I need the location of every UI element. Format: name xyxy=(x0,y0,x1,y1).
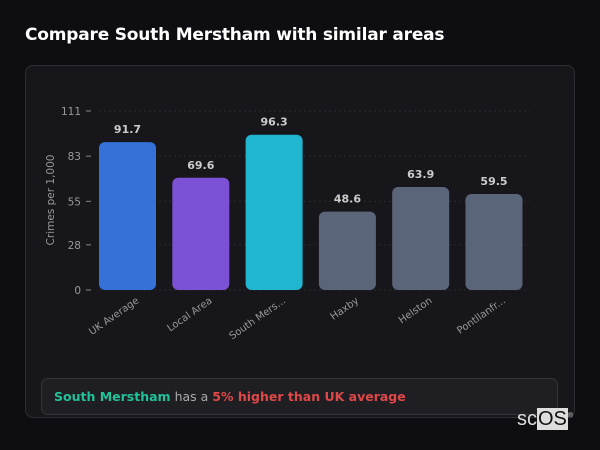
x-tick-label: Local Area xyxy=(166,295,215,334)
x-tick-label: South Mers... xyxy=(228,295,288,342)
y-tick-label: 28 xyxy=(68,240,81,252)
data-label: 48.6 xyxy=(334,193,361,206)
insight-area: South Merstham xyxy=(54,389,171,404)
insight-connector: has a xyxy=(174,389,209,404)
data-label: 63.9 xyxy=(407,168,434,181)
data-label: 96.3 xyxy=(261,116,288,129)
page-title: Compare South Merstham with similar area… xyxy=(25,25,445,45)
bar xyxy=(465,194,523,290)
scos-logo: scOS® xyxy=(517,408,574,430)
insight-box: South Merstham has a 5% higher than UK a… xyxy=(41,378,558,415)
y-axis-label: Crimes per 1,000 xyxy=(45,155,57,246)
data-label: 91.7 xyxy=(114,123,141,136)
y-tick-label: 0 xyxy=(74,285,81,297)
data-label: 69.6 xyxy=(187,159,214,172)
y-tick-label: 55 xyxy=(68,196,81,208)
x-tick-label: Haxby xyxy=(329,295,361,322)
bar xyxy=(99,142,156,290)
x-tick-label: Pontllanfr... xyxy=(455,295,507,336)
x-tick-label: Helston xyxy=(397,295,434,326)
bar xyxy=(318,211,376,290)
x-tick-label: UK Average xyxy=(87,295,141,337)
data-label: 59.5 xyxy=(480,175,507,188)
y-tick-label: 111 xyxy=(61,106,81,118)
bar xyxy=(245,134,303,290)
bar xyxy=(392,186,450,290)
y-tick-label: 83 xyxy=(68,151,81,163)
insight-comparison: 5% higher than UK average xyxy=(212,389,406,404)
bar xyxy=(172,177,230,290)
